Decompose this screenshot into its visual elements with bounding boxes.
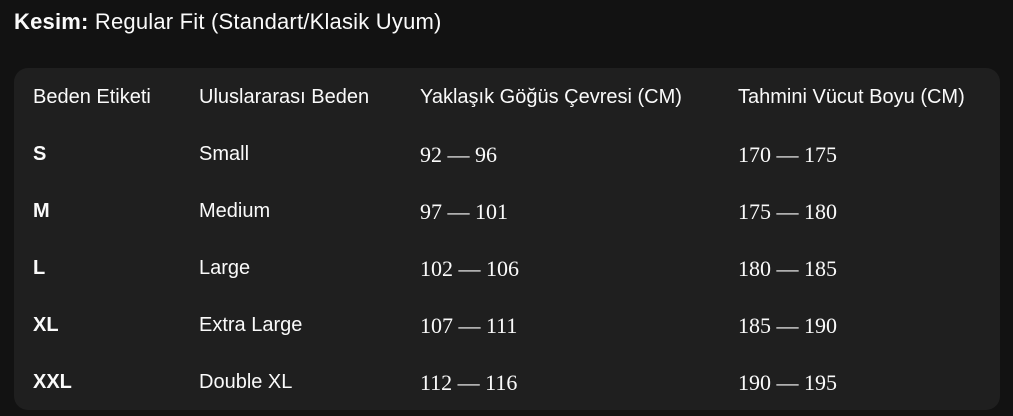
size-label: XXL <box>33 371 72 393</box>
international-size: Large <box>199 257 251 279</box>
table-row-xxl: XXL Double XL 112 — 116 190 — 195 <box>14 354 1000 410</box>
international-size: Small <box>199 143 250 165</box>
chest-range: 97 — 101 <box>420 198 508 224</box>
chest-range: 112 — 116 <box>420 369 518 395</box>
col-header-international-size: Uluslararası Beden <box>199 85 370 108</box>
fit-type-value: Regular Fit (Standart/Klasik Uyum) <box>94 9 442 34</box>
height-range: 185 — 190 <box>738 312 837 338</box>
chest-range: 107 — 111 <box>420 312 518 338</box>
height-range: 170 — 175 <box>738 141 837 167</box>
table-row-s: S Small 92 — 96 170 — 175 <box>14 126 1000 183</box>
size-label: S <box>33 143 47 165</box>
col-header-body-height: Tahmini Vücut Boyu (CM) <box>738 85 965 108</box>
size-label: XL <box>33 314 59 336</box>
col-header-size-label: Beden Etiketi <box>33 85 151 108</box>
table-row-l: L Large 102 — 106 180 — 185 <box>14 240 1000 297</box>
fit-type-title: Kesim: Regular Fit (Standart/Klasik Uyum… <box>14 8 442 36</box>
chest-range: 102 — 106 <box>420 255 519 281</box>
international-size: Double XL <box>199 371 293 393</box>
size-label: L <box>33 257 46 279</box>
fit-type-label: Kesim: <box>14 9 89 34</box>
international-size: Medium <box>199 200 271 222</box>
table-row-xl: XL Extra Large 107 — 111 185 — 190 <box>14 297 1000 354</box>
size-chart-panel: Beden Etiketi Uluslararası Beden Yaklaşı… <box>14 68 1000 410</box>
height-range: 175 — 180 <box>738 198 837 224</box>
size-label: M <box>33 200 50 222</box>
chest-range: 92 — 96 <box>420 141 497 167</box>
table-row-m: M Medium 97 — 101 175 — 180 <box>14 183 1000 240</box>
size-chart-table: Beden Etiketi Uluslararası Beden Yaklaşı… <box>14 68 1000 410</box>
col-header-chest-circumference: Yaklaşık Göğüs Çevresi (CM) <box>420 85 682 108</box>
international-size: Extra Large <box>199 314 303 336</box>
table-header-row: Beden Etiketi Uluslararası Beden Yaklaşı… <box>14 68 1000 126</box>
height-range: 190 — 195 <box>738 369 837 395</box>
height-range: 180 — 185 <box>738 255 837 281</box>
